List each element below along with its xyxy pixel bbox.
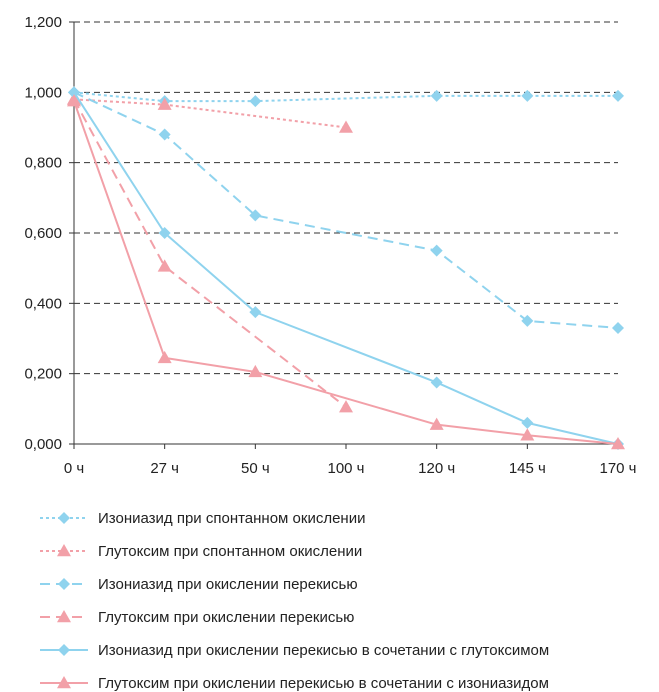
x-tick-label: 120 ч bbox=[418, 460, 455, 477]
data-point bbox=[521, 314, 534, 327]
legend-label: Изониазид при спонтанном окислении bbox=[98, 510, 365, 527]
data-point bbox=[521, 416, 534, 429]
data-point bbox=[339, 120, 353, 133]
data-point bbox=[249, 306, 262, 319]
series-1 bbox=[68, 86, 624, 108]
data-point bbox=[521, 89, 534, 102]
data-point bbox=[429, 417, 444, 430]
data-point bbox=[157, 97, 172, 110]
x-tick-label: 0 ч bbox=[64, 460, 84, 477]
legend-label: Глутоксим при окислении перекисью в соче… bbox=[98, 675, 549, 692]
legend-marker bbox=[58, 644, 70, 656]
series-line bbox=[73, 98, 347, 408]
legend-item: Глутоксим при окислении перекисью bbox=[40, 609, 354, 626]
legend-label: Глутоксим при окислении перекисью bbox=[98, 609, 354, 626]
data-point bbox=[430, 244, 443, 257]
series-line bbox=[73, 91, 618, 103]
legend-item: Изониазид при окислении перекисью bbox=[40, 576, 358, 593]
x-axis-ticks: 0 ч 27 ч 50 ч 100 ч 120 ч 145 ч 170 ч bbox=[64, 444, 637, 477]
x-tick-label: 170 ч bbox=[599, 460, 636, 477]
legend-marker bbox=[57, 544, 71, 557]
legend-item: Глутоксим при окислении перекисью в соче… bbox=[40, 675, 549, 692]
data-point bbox=[611, 437, 625, 450]
data-point bbox=[158, 128, 171, 141]
legend-label: Глутоксим при спонтанном окислении bbox=[98, 543, 362, 560]
x-tick-label: 27 ч bbox=[150, 460, 179, 477]
data-point bbox=[339, 400, 353, 413]
data-point bbox=[249, 209, 262, 222]
legend-item: Изониазид при спонтанном окислении bbox=[40, 510, 365, 527]
y-tick-label: 0,800 bbox=[24, 155, 62, 172]
data-point bbox=[249, 95, 262, 108]
data-point bbox=[430, 376, 443, 389]
data-point bbox=[157, 350, 172, 364]
x-tick-label: 100 ч bbox=[327, 460, 364, 477]
series-group bbox=[67, 86, 625, 450]
legend-label: Изониазид при окислении перекисью bbox=[98, 576, 358, 593]
series-2 bbox=[67, 92, 353, 133]
legend-item: Изониазид при окислении перекисью в соче… bbox=[40, 642, 549, 659]
y-tick-label: 0,600 bbox=[24, 225, 62, 242]
series-line bbox=[73, 91, 619, 445]
data-point bbox=[430, 89, 443, 102]
y-tick-label: 0,000 bbox=[24, 436, 62, 453]
data-point bbox=[248, 364, 263, 378]
data-point bbox=[157, 259, 172, 272]
x-tick-label: 50 ч bbox=[241, 460, 270, 477]
legend-item: Глутоксим при спонтанном окислении bbox=[40, 543, 362, 560]
y-tick-label: 0,400 bbox=[24, 295, 62, 312]
legend-label: Изониазид при окислении перекисью в соче… bbox=[98, 642, 549, 659]
series-line bbox=[73, 100, 619, 445]
y-tick-label: 1,200 bbox=[24, 14, 62, 31]
data-point bbox=[520, 428, 535, 441]
legend-marker bbox=[58, 512, 70, 524]
legend: Изониазид при спонтанном окислении Глуток… bbox=[40, 510, 549, 692]
series-line bbox=[73, 98, 347, 129]
data-point bbox=[67, 94, 81, 107]
series-5 bbox=[68, 86, 624, 450]
y-axis-ticks: 0,000 0,200 0,400 0,600 0,800 1,000 1,200 bbox=[24, 14, 74, 453]
data-point bbox=[612, 321, 624, 334]
legend-marker bbox=[57, 676, 71, 689]
data-point bbox=[612, 89, 624, 102]
legend-marker bbox=[57, 610, 71, 623]
data-point bbox=[158, 227, 171, 239]
data-point bbox=[68, 86, 80, 99]
legend-marker bbox=[58, 578, 70, 590]
y-tick-label: 1,000 bbox=[24, 84, 62, 101]
x-tick-label: 145 ч bbox=[509, 460, 546, 477]
series-line bbox=[73, 91, 619, 329]
y-tick-label: 0,200 bbox=[24, 366, 62, 383]
series-6 bbox=[67, 94, 625, 450]
